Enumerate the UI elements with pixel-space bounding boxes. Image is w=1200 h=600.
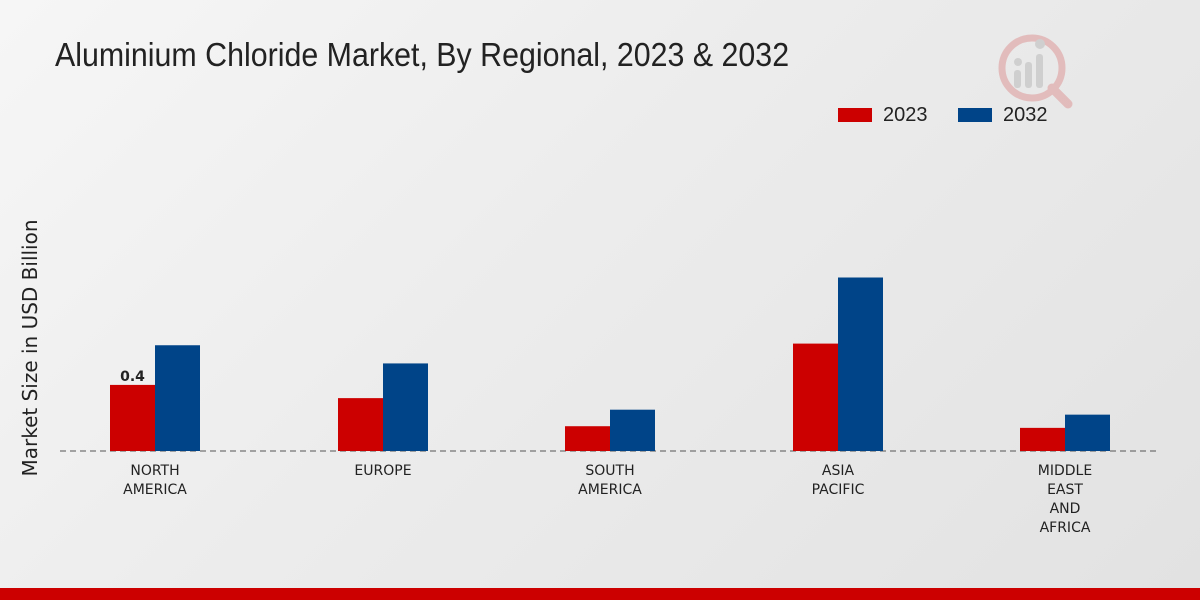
bar-2032-2	[610, 409, 655, 451]
x-tick-label-3-1: PACIFIC	[812, 482, 865, 498]
bar-2023-0	[110, 384, 155, 451]
legend-item-2023: 2023	[838, 104, 928, 126]
legend-label-2023: 2023	[883, 103, 928, 126]
bar-2023-4	[1020, 427, 1065, 451]
bar-2023-1	[338, 398, 383, 451]
bar-2032-0	[155, 345, 200, 451]
data-label-0: 0.4	[120, 369, 145, 385]
x-tick-label-4-3: AFRICA	[1040, 520, 1091, 536]
x-tick-label-2-1: AMERICA	[578, 482, 642, 498]
bar-2032-3	[838, 277, 883, 451]
analytics-logo-icon	[998, 34, 1073, 109]
x-tick-label-2-0: SOUTH	[585, 463, 634, 479]
x-tick-label-3-0: ASIA	[822, 463, 855, 479]
x-tick-label-4-2: AND	[1050, 501, 1081, 517]
legend-item-2032: 2032	[958, 104, 1048, 126]
legend-label-2032: 2032	[1003, 103, 1048, 126]
x-tick-label-0-0: NORTH	[130, 463, 179, 479]
x-tick-label-0-1: AMERICA	[123, 482, 187, 498]
bar-2023-3	[793, 343, 838, 451]
bar-2032-4	[1065, 414, 1110, 451]
legend-swatch-2023	[838, 108, 872, 122]
footer-bar	[0, 588, 1200, 600]
legend-swatch-2032	[958, 108, 992, 122]
bar-2023-2	[565, 426, 610, 451]
bar-2032-1	[383, 363, 428, 451]
x-tick-label-4-0: MIDDLE	[1038, 463, 1092, 479]
x-tick-label-4-1: EAST	[1047, 482, 1083, 498]
chart-title: Aluminium Chloride Market, By Regional, …	[55, 36, 790, 73]
x-tick-label-1-0: EUROPE	[354, 463, 411, 479]
